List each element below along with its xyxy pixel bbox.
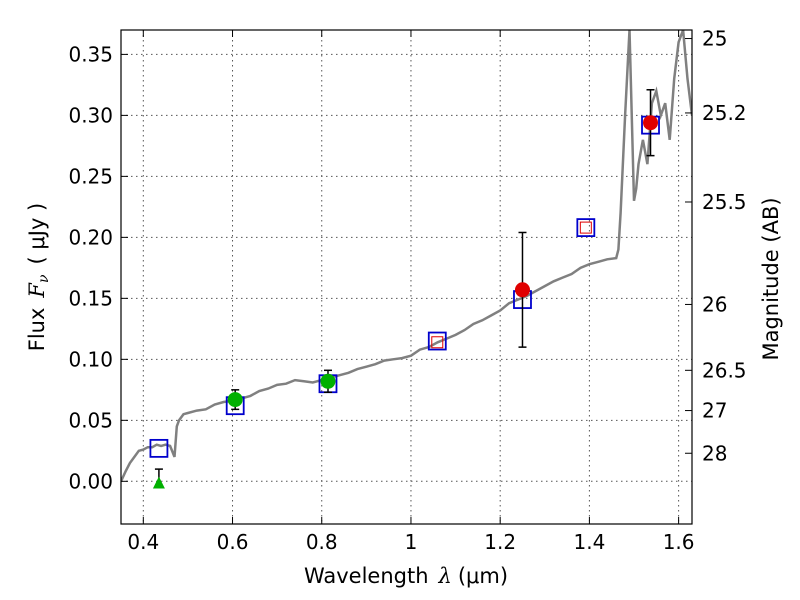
observed-point (227, 392, 243, 408)
grid (121, 30, 692, 524)
x-tick-label: 1.4 (573, 530, 605, 554)
observed-point-open (431, 336, 444, 349)
model-flux-point (149, 438, 169, 458)
y-tick-label: 0.00 (68, 469, 113, 493)
y-tick-label: 0.10 (68, 347, 113, 371)
observed-point-open (579, 221, 592, 234)
y2-tick-label: 27 (702, 399, 727, 423)
model-flux-point (427, 331, 447, 351)
x-tick-label: 0.4 (127, 530, 159, 554)
y2-tick-label: 26.5 (702, 358, 747, 382)
y-tick-label: 0.15 (68, 286, 113, 310)
model-sed-line (121, 30, 692, 482)
data-markers (149, 89, 660, 489)
upper-limit-marker (152, 476, 165, 489)
x-tick-label: 0.6 (217, 530, 249, 554)
x-tick-label: 1 (405, 530, 418, 554)
x-tick-label: 1.2 (484, 530, 516, 554)
observed-point (514, 282, 530, 298)
observed-point (643, 115, 659, 131)
x-tick-label: 1.6 (663, 530, 695, 554)
axis-ticks: 0.4 0.6 0.8 1 1.2 1.4 1.6 0.00 0.05 0.10 0.15 0.20 0… (68, 27, 746, 554)
plot-frame (120, 29, 693, 525)
model-sed-layer (121, 30, 692, 482)
x-axis-title: Wavelength λ (μm) (304, 564, 508, 588)
y2-axis-title: Magnitude (AB) (759, 197, 783, 360)
y2-tick-label: 25.5 (702, 190, 747, 214)
y-tick-label: 0.30 (68, 103, 113, 127)
y-axis-title: FluxFν( μJy ) (25, 203, 52, 351)
model-flux-point (576, 218, 596, 238)
y-tick-label: 0.35 (68, 42, 113, 66)
x-tick-label: 0.8 (306, 530, 338, 554)
y-tick-label: 0.25 (68, 164, 113, 188)
y2-tick-label: 25 (702, 27, 727, 51)
observed-point (320, 373, 336, 389)
y2-tick-label: 28 (702, 441, 727, 465)
y-tick-label: 0.05 (68, 408, 113, 432)
y-tick-label: 0.20 (68, 225, 113, 249)
y2-tick-label: 26 (702, 292, 727, 316)
y2-tick-label: 25.2 (702, 101, 747, 125)
